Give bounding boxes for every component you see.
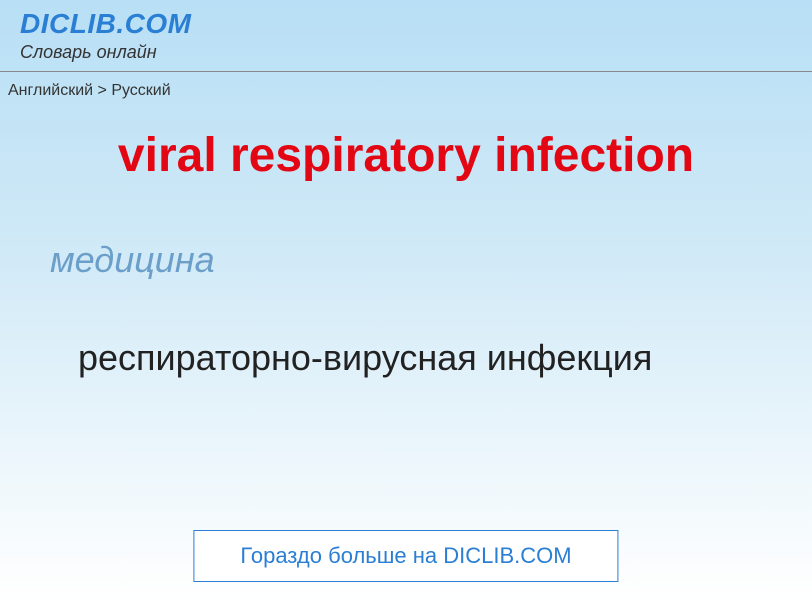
- entry-translation: респираторно-вирусная инфекция: [0, 337, 812, 379]
- entry-category: медицина: [0, 239, 812, 281]
- site-title[interactable]: DICLIB.COM: [20, 8, 812, 40]
- breadcrumb[interactable]: Английский > Русский: [0, 72, 812, 100]
- entry-title: viral respiratory infection: [0, 128, 812, 183]
- site-subtitle: Словарь онлайн: [20, 42, 812, 63]
- header: DICLIB.COM Словарь онлайн: [0, 0, 812, 63]
- footer-link[interactable]: Гораздо больше на DICLIB.COM: [193, 530, 618, 582]
